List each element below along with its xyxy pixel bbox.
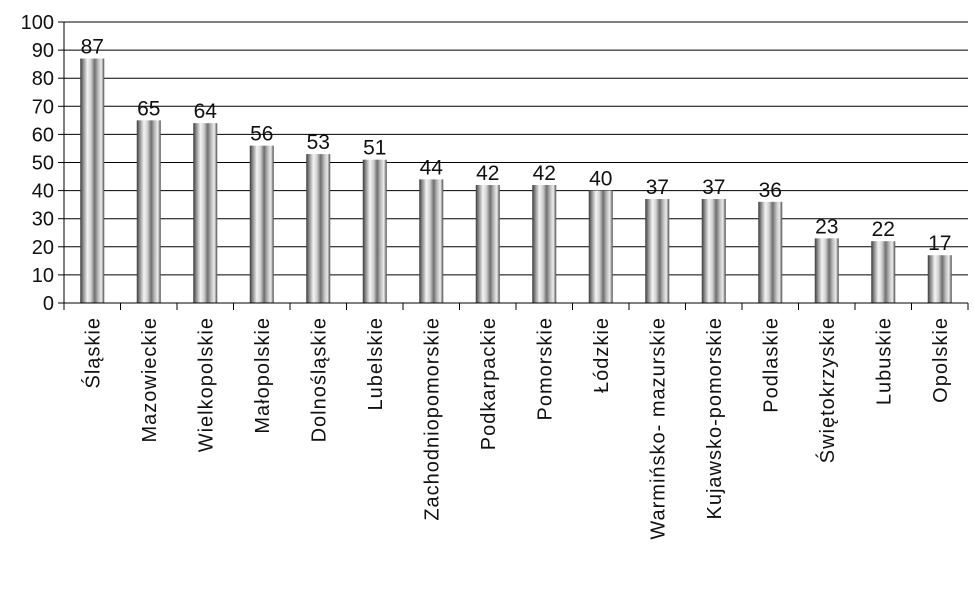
- category-label: Lubelskie: [365, 317, 387, 411]
- data-label: 23: [815, 215, 838, 238]
- category-label: Śląskie: [80, 317, 104, 388]
- data-label: 40: [589, 168, 612, 191]
- bar: [362, 159, 387, 303]
- bar: [814, 238, 839, 303]
- y-tick-label: 50: [32, 153, 54, 175]
- y-tick-label: 0: [43, 293, 54, 315]
- bar: [588, 190, 613, 303]
- y-tick-label: 90: [32, 40, 54, 62]
- bars: [80, 58, 952, 303]
- category-label: Lubuskie: [873, 317, 895, 405]
- data-label: 87: [81, 36, 104, 59]
- bar: [532, 184, 557, 303]
- bar: [871, 241, 896, 303]
- data-label: 65: [137, 97, 160, 120]
- data-label: 64: [194, 100, 218, 123]
- bar: [419, 179, 444, 303]
- category-label: Opolskie: [930, 317, 952, 403]
- category-label: Małopolskie: [252, 317, 274, 434]
- y-tick-label: 80: [32, 68, 54, 90]
- category-label: Warmińsko- mazurskie: [647, 317, 669, 540]
- y-tick-label: 70: [32, 96, 54, 118]
- data-label: 56: [250, 123, 273, 146]
- data-label: 44: [420, 156, 444, 179]
- category-label: Kujawsko-pomorskie: [704, 317, 726, 520]
- data-label: 37: [702, 176, 725, 199]
- category-label: Świętokrzyskie: [815, 317, 839, 463]
- bar: [701, 199, 726, 303]
- y-tick-label: 10: [32, 265, 54, 287]
- category-label: Dolnośląskie: [308, 317, 330, 442]
- bar: [136, 120, 161, 303]
- category-label: Wielkopolskie: [195, 317, 217, 452]
- bar: [475, 184, 500, 303]
- bar: [249, 145, 274, 303]
- bar: [80, 58, 105, 303]
- category-label: Podkarpackie: [478, 317, 500, 450]
- category-label: Pomorskie: [534, 317, 556, 420]
- data-label: 36: [759, 179, 782, 202]
- category-label: Zachodniopomorskie: [421, 317, 443, 521]
- category-label: Łódzkie: [591, 317, 613, 393]
- data-label: 37: [646, 176, 669, 199]
- data-label: 42: [533, 162, 556, 185]
- axes: [58, 21, 969, 310]
- bar: [193, 123, 218, 303]
- labels: 0 10 20 30 40 50 60 70 80 90 100 87 Śląskie 65 Mazowie…: [21, 12, 952, 540]
- bar: [758, 201, 783, 303]
- bar: [927, 255, 952, 303]
- data-label: 42: [476, 162, 499, 185]
- y-tick-label: 100: [21, 12, 54, 34]
- data-label: 53: [307, 131, 330, 154]
- y-tick-label: 30: [32, 209, 54, 231]
- category-label: Podlaskie: [760, 317, 782, 413]
- data-label: 51: [363, 137, 386, 160]
- bar: [645, 199, 670, 303]
- y-tick-label: 20: [32, 237, 54, 259]
- y-tick-label: 60: [32, 124, 54, 146]
- data-label: 17: [928, 232, 951, 255]
- bar: [306, 154, 331, 303]
- category-label: Mazowieckie: [139, 317, 161, 442]
- y-tick-label: 40: [32, 181, 54, 203]
- data-label: 22: [872, 218, 895, 241]
